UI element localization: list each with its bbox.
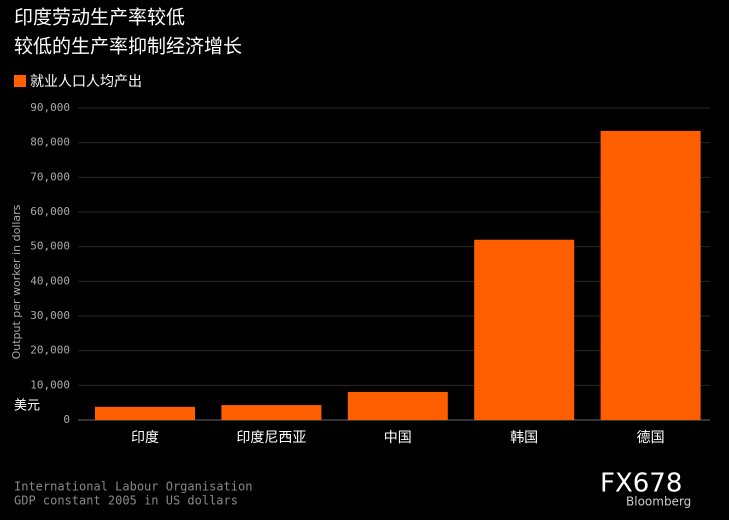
bar [95,406,195,420]
y-tick-label: 30,000 [30,309,70,322]
chart-subtitle: 较低的生产率抑制经济增长 [14,36,242,58]
x-tick-label: 德国 [637,430,665,446]
watermark: FX678 [600,469,682,499]
bar [347,391,448,420]
source: International Labour Organisation [14,480,252,494]
y-tick-label: 60,000 [30,205,70,218]
x-tick-label: 中国 [384,430,412,446]
x-tick-label: 印度 [131,430,159,446]
bar [600,130,701,420]
y-tick-label: 0 [63,413,70,426]
y-tick-label: 20,000 [30,344,70,357]
source: GDP constant 2005 in US dollars [14,494,238,508]
legend-swatch [14,75,26,87]
bar [221,405,322,420]
legend-label: 就业人口人均产出 [30,74,142,90]
y-tick-label: 40,000 [30,274,70,287]
y-axis-title: Output per worker in dollars [10,204,23,359]
chart-title: 印度劳动生产率较低 [14,7,185,29]
y-tick-label: 10,000 [30,378,70,391]
x-tick-label: 韩国 [510,430,538,446]
x-tick-label: 印度尼西亚 [236,430,306,446]
y-tick-label: 50,000 [30,240,70,253]
bar [474,239,575,420]
y-tick-label: 80,000 [30,136,70,149]
y-tick-label: 70,000 [30,170,70,183]
y-tick-label: 90,000 [30,101,70,114]
brand: Bloomberg [626,495,691,509]
y-unit: 美元 [14,399,40,414]
